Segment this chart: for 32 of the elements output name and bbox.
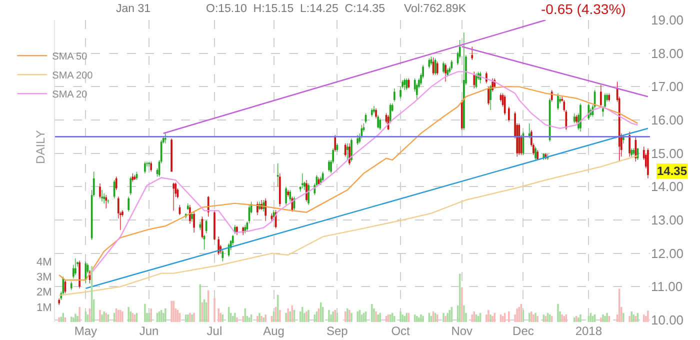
y2-tick-label: 4M	[36, 256, 52, 268]
legend-label: SMA 200	[52, 70, 94, 82]
y-tick-label: 12.00	[651, 246, 684, 261]
x-tick-label: Nov	[451, 324, 473, 338]
x-tick-label: Dec	[512, 324, 534, 338]
legend-label: SMA 50	[52, 52, 88, 63]
x-tick-label: May	[74, 324, 98, 338]
x-tick-label: Jul	[206, 324, 222, 338]
x-tick-label: Jun	[139, 324, 159, 338]
x-tick-label: Sep	[326, 324, 348, 338]
y-tick-label: 13.00	[651, 212, 684, 228]
y-tick-label: 19.00	[651, 12, 684, 28]
text: Jan 31	[116, 3, 151, 15]
text: O:15.10 H:15.15 L:14.25 C:14.35	[206, 3, 386, 15]
y-tick-label: 11.00	[651, 279, 683, 294]
text: Vol:762.89K	[404, 3, 466, 15]
y-tick-label: 14.00	[651, 179, 684, 194]
y2-tick-label: 3M	[36, 272, 52, 284]
x-tick-label: 2018	[575, 324, 602, 338]
y-tick-label: 15.00	[651, 146, 684, 161]
y-tick-label: 10.00	[651, 312, 684, 328]
x-tick-label: Oct	[391, 324, 411, 338]
y-tick-label: 16.00	[651, 112, 684, 128]
text: DAILY	[33, 130, 48, 164]
y2-tick-label: 2M	[36, 286, 52, 299]
legend-label: SMA 20	[52, 90, 88, 101]
y-tick-label: 17.00	[651, 79, 684, 94]
text: 14.35	[657, 164, 688, 178]
y2-tick-label: 1M	[36, 302, 52, 314]
y-tick-label: 18.00	[651, 46, 684, 61]
x-tick-label: Aug	[263, 324, 284, 338]
text: -0.65 (4.33%)	[541, 1, 626, 17]
